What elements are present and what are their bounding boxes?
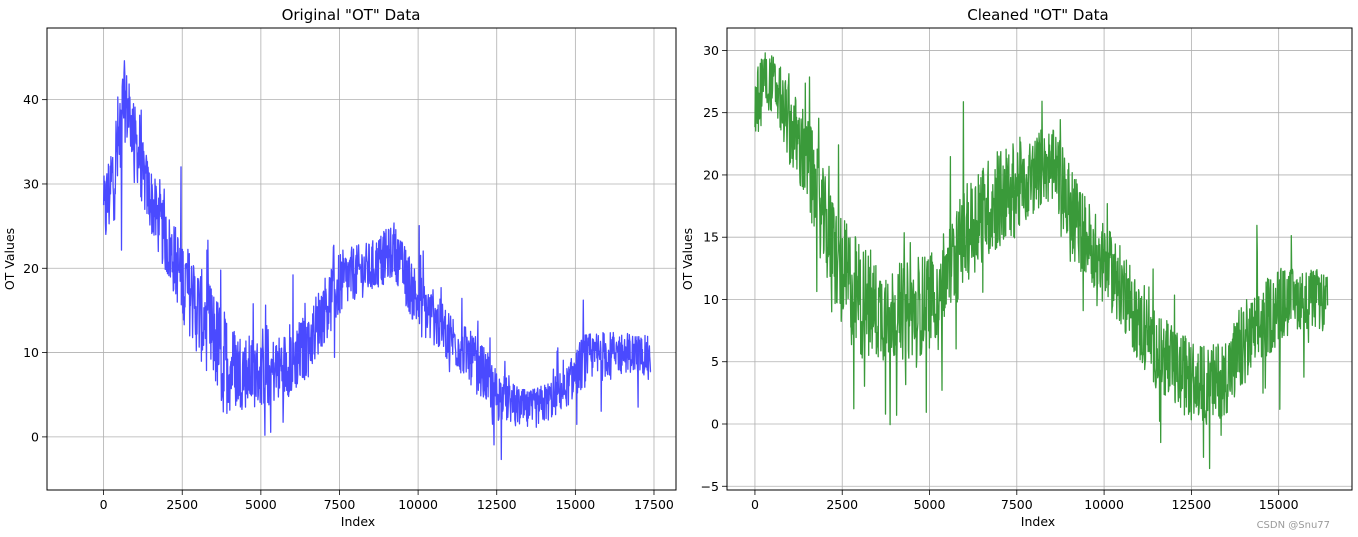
x-tick-label: 15000 [555, 497, 595, 512]
y-tick-label: 30 [23, 176, 39, 191]
chart-original: Original "OT" Data 0 2500 5000 7500 10000 125… [2, 6, 677, 529]
data-line [754, 52, 1329, 470]
y-tick-label: 0 [711, 417, 719, 432]
y-tick-label: 20 [703, 167, 719, 182]
data-line [102, 60, 652, 461]
chart-title: Cleaned "OT" Data [967, 6, 1108, 24]
y-tick-label: 10 [23, 345, 39, 360]
y-tick-label: 5 [711, 354, 719, 369]
y-tick-label: 20 [23, 261, 39, 276]
x-tick-label: 0 [100, 497, 108, 512]
y-tick-label: 15 [703, 230, 719, 245]
y-axis-label: OT Values [680, 228, 695, 290]
plot-area [46, 27, 677, 491]
x-axis-label: Index [341, 514, 375, 529]
x-tick-label: 7500 [1001, 497, 1033, 512]
x-axis: 0 2500 5000 7500 10000 12500 15000 17500 [100, 490, 674, 512]
y-axis-label: OT Values [2, 228, 17, 290]
y-tick-label: −5 [701, 479, 719, 494]
x-tick-label: 10000 [1084, 497, 1124, 512]
series-line [102, 60, 652, 461]
y-tick-label: 10 [703, 292, 719, 307]
x-tick-label: 7500 [324, 497, 356, 512]
x-tick-label: 2500 [166, 497, 198, 512]
series-line [754, 52, 1329, 470]
x-tick-label: 0 [751, 497, 759, 512]
x-axis: 0 2500 5000 7500 10000 12500 15000 [751, 490, 1299, 512]
x-tick-label: 15000 [1259, 497, 1299, 512]
x-tick-label: 10000 [398, 497, 438, 512]
x-tick-label: 5000 [914, 497, 946, 512]
y-axis: −5 0 5 10 15 20 25 30 [701, 43, 727, 494]
y-tick-label: 40 [23, 92, 39, 107]
chart-title: Original "OT" Data [282, 6, 421, 24]
plot-area [726, 27, 1353, 491]
y-tick-label: 25 [703, 105, 719, 120]
x-tick-label: 17500 [634, 497, 674, 512]
y-axis: 0 10 20 30 40 [23, 92, 47, 444]
x-tick-label: 5000 [245, 497, 277, 512]
y-tick-label: 30 [703, 43, 719, 58]
x-tick-label: 12500 [1172, 497, 1212, 512]
watermark: CSDN @Snu77 [1256, 520, 1330, 531]
x-tick-label: 2500 [826, 497, 858, 512]
chart-cleaned: Cleaned "OT" Data 0 2500 5000 7500 10000 1250… [680, 6, 1353, 529]
x-axis-label: Index [1021, 514, 1055, 529]
x-tick-label: 12500 [477, 497, 517, 512]
y-tick-label: 0 [31, 429, 39, 444]
grid [727, 28, 1352, 490]
